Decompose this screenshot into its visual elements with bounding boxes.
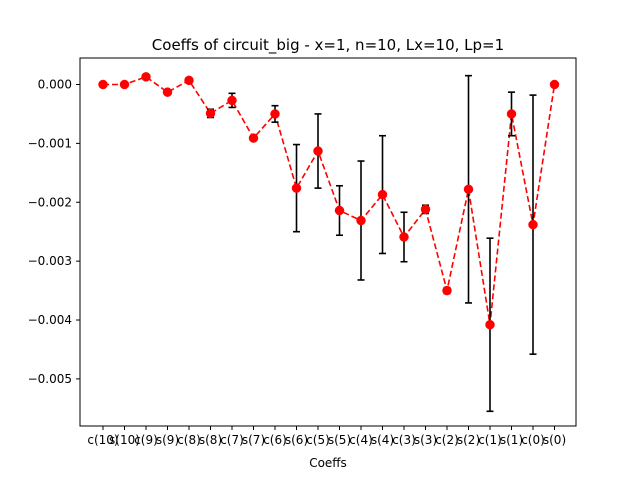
data-point <box>399 232 409 242</box>
data-point <box>291 183 302 193</box>
data-point <box>227 95 237 106</box>
x-tick-label: c(8) <box>177 433 201 447</box>
x-tick-label: c(9) <box>134 433 158 447</box>
x-axis-label: Coeffs <box>309 456 347 470</box>
x-tick-label: s(8) <box>199 433 222 447</box>
x-tick-label: c(2) <box>435 433 459 447</box>
data-point <box>377 189 388 200</box>
data-point <box>313 146 323 156</box>
x-tick-label: c(0) <box>521 433 545 447</box>
chart-title: Coeffs of circuit_big - x=1, n=10, Lx=10… <box>152 36 504 55</box>
x-tick-label: s(7) <box>242 433 265 447</box>
data-point <box>528 219 538 230</box>
x-tick-label: s(6) <box>285 433 308 447</box>
data-point <box>506 109 517 119</box>
plot-frame <box>79 57 577 427</box>
data-point <box>184 75 194 86</box>
data-point <box>98 79 108 90</box>
data-point <box>334 205 345 216</box>
data-point <box>270 109 280 119</box>
data-point <box>162 87 173 97</box>
data-point <box>420 204 431 215</box>
y-tick-label: −0.001 <box>28 136 72 150</box>
data-point <box>549 79 560 90</box>
data-point <box>463 184 474 195</box>
data-point <box>141 72 151 82</box>
data-point <box>442 285 452 296</box>
x-tick-label: s(1) <box>500 433 523 447</box>
x-tick-label: s(4) <box>371 433 394 447</box>
data-point <box>205 108 216 119</box>
data-point <box>248 133 259 143</box>
y-tick-label: −0.005 <box>28 372 72 386</box>
x-tick-label: c(10) <box>87 433 118 447</box>
x-tick-label: s(5) <box>328 433 351 447</box>
x-tick-label: c(3) <box>392 433 416 447</box>
x-tick-label: s(3) <box>414 433 437 447</box>
x-tick-label: c(4) <box>349 433 373 447</box>
series-line <box>103 75 556 325</box>
x-tick-label: c(5) <box>306 433 330 447</box>
x-tick-label: s(2) <box>457 433 480 447</box>
y-tick-label: −0.004 <box>28 313 72 327</box>
y-tick-label: −0.003 <box>28 254 72 268</box>
y-tick-label: 0.000 <box>38 77 72 91</box>
x-tick-label: s(0) <box>543 433 566 447</box>
x-tick-label: s(10) <box>109 433 140 447</box>
plot-area: 0.000 −0.001 −0.002 −0.003 −0.004 −0.005 c(10)… <box>28 72 566 447</box>
x-tick-label: c(1) <box>478 433 502 447</box>
data-point <box>356 215 366 226</box>
x-tick-label: s(9) <box>156 433 179 447</box>
y-tick-label: −0.002 <box>28 195 72 209</box>
data-point <box>485 319 495 330</box>
x-tick-label: c(7) <box>220 433 244 447</box>
data-point <box>119 79 130 90</box>
x-tick-label: c(6) <box>263 433 287 447</box>
